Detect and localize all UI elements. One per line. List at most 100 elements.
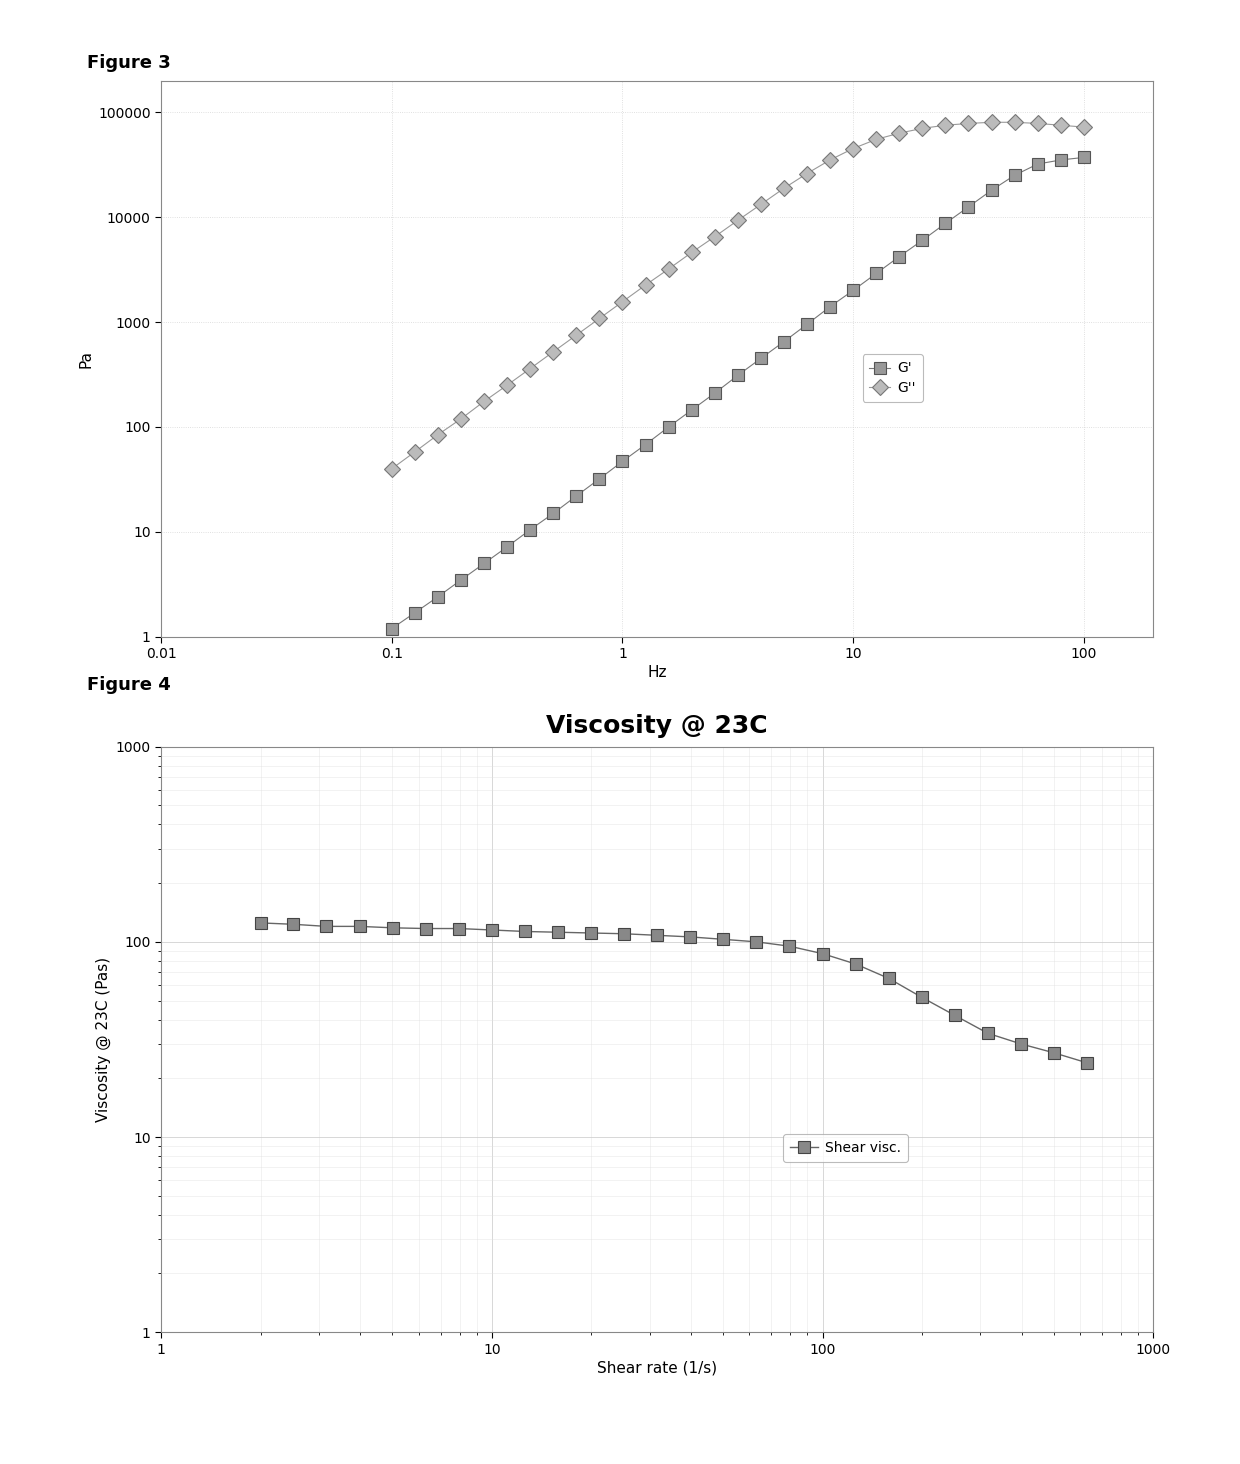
G'' [523,360,538,378]
G' [639,436,653,454]
Shear visc. [418,919,433,937]
Text: Figure 4: Figure 4 [87,676,171,694]
Shear visc. [848,955,863,972]
Shear visc. [451,919,466,937]
Shear visc. [815,944,830,962]
G' [937,215,952,233]
G'' [915,120,930,138]
Shear visc. [782,937,797,955]
Shear visc. [1013,1035,1028,1053]
Shear visc. [253,914,268,931]
G'' [454,410,469,427]
G'' [846,139,861,157]
G' [915,231,930,249]
Shear visc. [286,915,301,933]
Legend: Shear visc.: Shear visc. [784,1135,908,1162]
X-axis label: Hz: Hz [647,666,667,681]
G'' [639,277,653,294]
G' [500,539,515,556]
G' [569,488,584,505]
G'' [591,310,606,328]
Shear visc. [914,988,929,1006]
G' [961,198,976,215]
G'' [384,460,399,477]
G' [546,505,560,523]
X-axis label: Shear rate (1/s): Shear rate (1/s) [598,1362,717,1376]
Shear visc. [319,918,334,935]
Shear visc. [485,921,500,938]
G' [384,619,399,637]
G' [1007,167,1022,184]
G'' [822,151,837,168]
Shear visc. [1080,1054,1095,1072]
G'' [869,130,884,148]
G' [822,297,837,315]
G' [800,316,815,334]
Shear visc. [551,924,565,941]
G'' [892,124,906,142]
Title: Viscosity @ 23C: Viscosity @ 23C [547,714,768,738]
G' [408,603,423,621]
Legend: G', G'': G', G'' [863,354,923,403]
G' [684,401,699,419]
G' [454,571,469,589]
Shear visc. [981,1025,996,1042]
G' [730,366,745,384]
G'' [707,228,722,246]
G' [591,470,606,488]
G'' [569,326,584,344]
G' [754,350,769,367]
G' [776,332,791,350]
G'' [961,114,976,132]
G'' [1076,119,1091,136]
G'' [430,426,445,444]
Y-axis label: Viscosity @ 23C (Pas): Viscosity @ 23C (Pas) [97,957,112,1121]
Line: G'': G'' [387,117,1089,474]
Shear visc. [749,933,764,950]
G'' [1030,114,1045,132]
Shear visc. [616,925,631,943]
G'' [500,376,515,394]
G' [707,385,722,403]
G' [869,265,884,283]
Y-axis label: Pa: Pa [79,350,94,367]
Shear visc. [683,928,698,946]
G' [985,182,999,199]
G'' [684,243,699,261]
G'' [754,196,769,214]
Line: Shear visc.: Shear visc. [255,918,1092,1069]
G' [892,247,906,265]
G'' [476,392,491,410]
G' [661,419,676,436]
G'' [408,444,423,461]
Shear visc. [386,919,401,937]
G'' [661,261,676,278]
G'' [800,165,815,183]
Shear visc. [650,927,665,944]
Shear visc. [947,1007,962,1025]
G'' [776,180,791,198]
G' [615,452,630,470]
G'' [615,293,630,310]
Text: Figure 3: Figure 3 [87,54,171,72]
G' [476,555,491,572]
Shear visc. [715,931,730,949]
G'' [546,343,560,360]
G'' [937,117,952,135]
G'' [1007,114,1022,132]
G' [1053,151,1068,168]
Shear visc. [1047,1044,1061,1061]
G'' [985,114,999,132]
G' [846,281,861,299]
G'' [1053,117,1068,135]
Shear visc. [352,918,367,935]
Shear visc. [882,969,897,987]
G' [523,521,538,539]
G'' [730,212,745,230]
Shear visc. [517,922,532,940]
G' [430,589,445,606]
G' [1030,155,1045,173]
Shear visc. [584,924,599,941]
Line: G': G' [387,152,1089,634]
G' [1076,149,1091,167]
